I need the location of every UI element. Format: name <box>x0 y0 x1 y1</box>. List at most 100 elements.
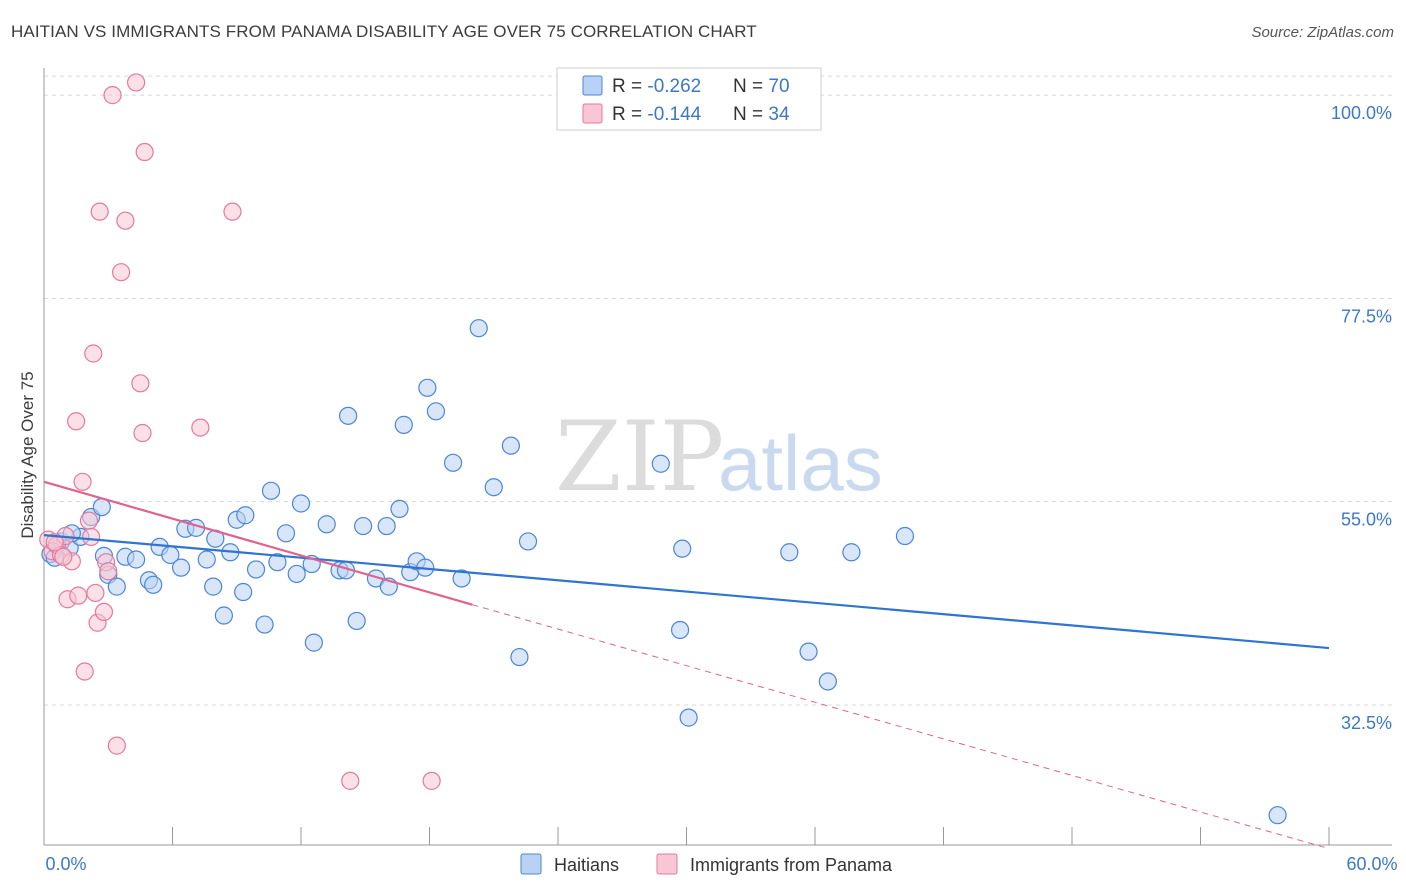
haitians-point <box>842 543 861 562</box>
stats-n-label-2: N = <box>733 104 768 125</box>
haitians-point <box>484 478 503 497</box>
haitians-point <box>234 582 253 602</box>
watermark-zip: ZIP <box>555 401 724 513</box>
panama-point <box>54 547 73 566</box>
panama-points <box>39 73 441 790</box>
panama-point <box>133 423 152 443</box>
panama-point <box>191 418 210 437</box>
haitians-point <box>126 550 146 569</box>
grid-lines <box>44 75 1392 706</box>
stats-r-value-1: -0.262 <box>647 76 701 97</box>
haitians-point <box>518 532 538 551</box>
haitians-point <box>204 577 223 596</box>
panama-point <box>79 511 99 530</box>
haitians-point <box>287 564 306 584</box>
haitians-point <box>354 516 373 536</box>
watermark: ZIP atlas <box>555 401 883 513</box>
stats-n-value-2: 34 <box>768 104 790 125</box>
haitians-points <box>41 319 1287 825</box>
haitians-point <box>339 406 358 425</box>
panama-point <box>126 73 146 92</box>
x-tick-label-min: 0.0% <box>45 854 86 874</box>
panama-point <box>82 527 101 547</box>
haitians-point <box>291 494 311 513</box>
haitians-point <box>818 672 837 691</box>
source-label: Source: ZipAtlas.com <box>1251 24 1394 41</box>
axes <box>43 68 1392 846</box>
haitians-point <box>501 436 520 455</box>
panama-point <box>90 202 109 221</box>
panama-point <box>103 86 122 105</box>
haitians-point <box>255 615 274 634</box>
y-tick-labels: 32.5% 55.0% 77.5% 100.0% <box>1331 103 1392 733</box>
stats-r-label-2: R = <box>612 104 647 125</box>
svg-text:N = 70: N = 70 <box>733 76 790 97</box>
haitians-point <box>673 539 692 558</box>
haitians-point <box>236 506 255 525</box>
panama-point <box>94 602 114 622</box>
haitians-point <box>246 560 266 579</box>
stats-r-value-2: -0.144 <box>647 104 701 125</box>
y-tick-label: 100.0% <box>1331 103 1392 123</box>
haitians-point <box>304 633 323 652</box>
haitians-point <box>197 550 216 569</box>
svg-text:N = 34: N = 34 <box>733 104 790 125</box>
haitians-point <box>469 319 488 338</box>
haitians-point <box>144 575 163 594</box>
stats-swatch-blue <box>582 75 603 96</box>
y-axis-label: Disability Age Over 75 <box>18 371 37 538</box>
x-tick-label-max: 60.0% <box>1346 854 1397 874</box>
haitians-trend-line <box>43 534 1330 650</box>
stats-n-label-1: N = <box>733 76 768 97</box>
panama-point <box>86 583 105 603</box>
haitians-point <box>171 558 191 577</box>
panama-point <box>99 562 118 581</box>
panama-point <box>73 472 92 491</box>
y-tick-label: 32.5% <box>1341 713 1392 733</box>
haitians-point <box>452 569 471 588</box>
panama-point <box>107 736 126 755</box>
panama-trend-extension <box>472 604 1330 850</box>
svg-text:R = -0.144: R = -0.144 <box>612 104 702 125</box>
haitians-point <box>261 481 281 500</box>
haitians-point <box>679 708 698 727</box>
panama-point <box>223 202 242 221</box>
panama-point <box>84 344 103 363</box>
haitians-point <box>426 402 446 421</box>
haitians-point <box>443 453 463 472</box>
stats-n-value-1: 70 <box>768 76 789 97</box>
chart-title: HAITIAN VS IMMIGRANTS FROM PANAMA DISABI… <box>11 22 757 41</box>
trend-lines <box>43 480 1330 850</box>
x-axis-ticks <box>43 827 1330 845</box>
panama-point <box>131 374 150 393</box>
svg-text:R = -0.262: R = -0.262 <box>612 76 701 97</box>
panama-point <box>67 412 86 431</box>
panama-point <box>111 263 131 282</box>
panama-point <box>135 142 154 162</box>
legend-swatch-haitians <box>520 853 542 875</box>
haitians-point <box>276 524 296 543</box>
haitians-point <box>1268 806 1287 825</box>
legend-swatch-panama <box>656 853 678 875</box>
haitians-point <box>377 516 396 536</box>
panama-point <box>422 771 441 790</box>
stats-box: R = -0.262 N = 70 R = -0.144 N = 34 <box>556 67 822 131</box>
haitians-point <box>418 378 437 397</box>
haitians-point <box>780 543 799 562</box>
legend-label-panama: Immigrants from Panama <box>690 855 893 875</box>
haitians-point <box>799 642 818 661</box>
haitians-point <box>390 499 409 519</box>
haitians-point <box>651 454 670 473</box>
haitians-point <box>214 606 233 625</box>
panama-point <box>69 586 88 605</box>
haitians-point <box>317 515 336 534</box>
haitians-point <box>670 620 690 640</box>
panama-point <box>341 771 360 790</box>
haitians-point <box>895 526 915 546</box>
stats-r-label-1: R = <box>612 76 647 97</box>
haitians-point <box>107 577 126 596</box>
panama-trend-line <box>43 480 473 606</box>
haitians-point <box>347 611 366 631</box>
legend: Haitians Immigrants from Panama <box>520 853 893 875</box>
